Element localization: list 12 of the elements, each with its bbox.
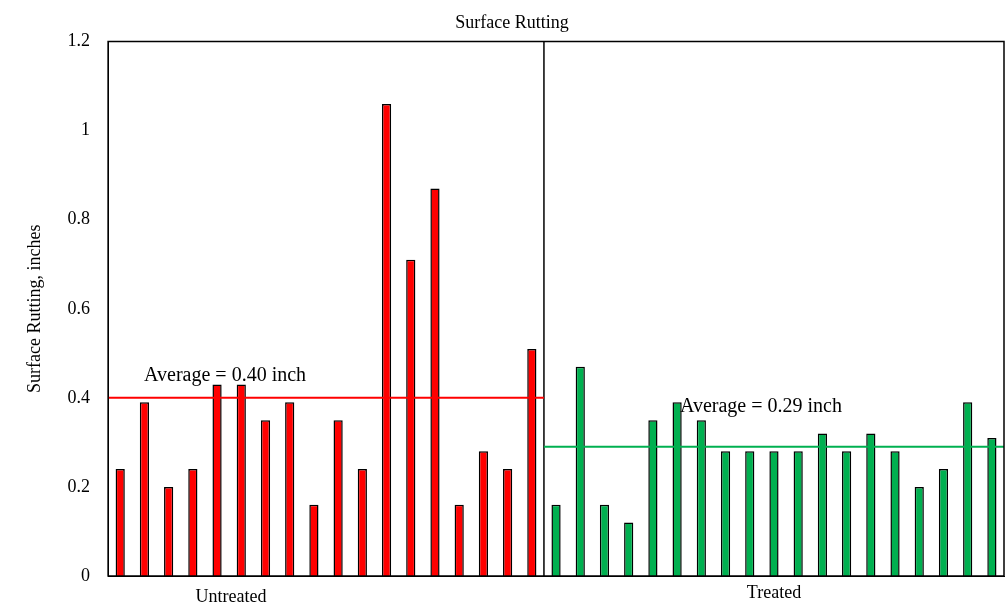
y-tick-label: 0.6 — [67, 297, 91, 318]
y-tick-label: 1 — [81, 119, 91, 140]
y-tick-label: 0.2 — [67, 475, 91, 496]
ref-line-label: Average = 0.40 inch — [144, 363, 307, 387]
chart-title: Surface Rutting — [455, 11, 569, 32]
y-tick-label: 1.2 — [67, 30, 91, 51]
y-tick-label: 0.8 — [67, 208, 91, 229]
y-tick-label: 0.4 — [67, 386, 91, 407]
text: Treated — [746, 581, 802, 602]
y-axis-title: Surface Rutting, inches — [23, 224, 44, 394]
y-tick-label: 0 — [81, 564, 91, 585]
text: Untreated — [195, 585, 267, 606]
